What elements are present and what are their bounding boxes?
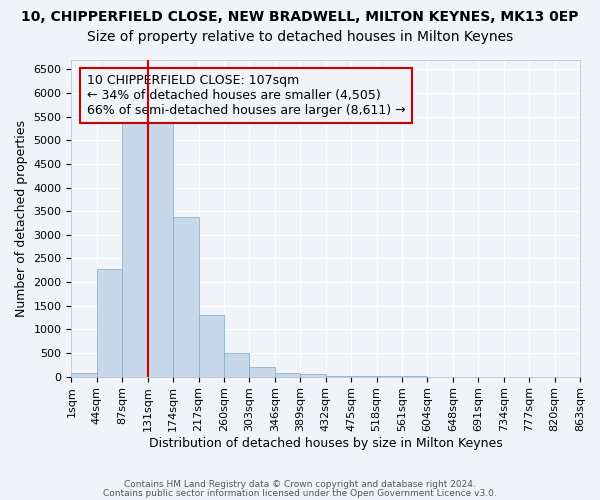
- Bar: [224, 354, 250, 376]
- X-axis label: Distribution of detached houses by size in Milton Keynes: Distribution of detached houses by size …: [149, 437, 503, 450]
- Bar: [122, 119, 148, 376]
- Text: 10 CHIPPERFIELD CLOSE: 107sqm
← 34% of detached houses are smaller (4,505)
66% o: 10 CHIPPERFIELD CLOSE: 107sqm ← 34% of d…: [86, 74, 405, 117]
- Text: Size of property relative to detached houses in Milton Keynes: Size of property relative to detached ho…: [87, 30, 513, 44]
- Bar: [250, 368, 275, 376]
- Text: Contains public sector information licensed under the Open Government Licence v3: Contains public sector information licen…: [103, 488, 497, 498]
- Text: Contains HM Land Registry data © Crown copyright and database right 2024.: Contains HM Land Registry data © Crown c…: [124, 480, 476, 489]
- Bar: [148, 119, 173, 376]
- Bar: [173, 217, 199, 376]
- Text: 10, CHIPPERFIELD CLOSE, NEW BRADWELL, MILTON KEYNES, MK13 0EP: 10, CHIPPERFIELD CLOSE, NEW BRADWELL, MI…: [21, 10, 579, 24]
- Bar: [275, 372, 300, 376]
- Y-axis label: Number of detached properties: Number of detached properties: [15, 120, 28, 317]
- Bar: [300, 374, 326, 376]
- Bar: [199, 314, 224, 376]
- Bar: [71, 374, 97, 376]
- Bar: [97, 269, 122, 376]
